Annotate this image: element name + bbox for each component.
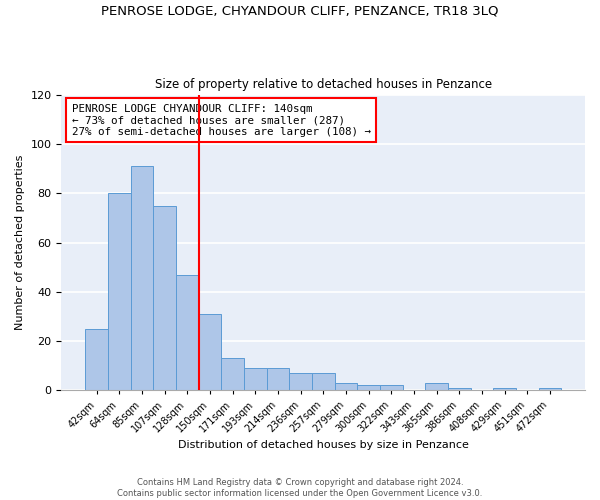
Bar xyxy=(448,388,470,390)
Bar xyxy=(176,274,199,390)
Text: Contains HM Land Registry data © Crown copyright and database right 2024.
Contai: Contains HM Land Registry data © Crown c… xyxy=(118,478,482,498)
Bar xyxy=(335,383,357,390)
Title: Size of property relative to detached houses in Penzance: Size of property relative to detached ho… xyxy=(155,78,492,91)
Bar xyxy=(357,386,380,390)
Text: PENROSE LODGE, CHYANDOUR CLIFF, PENZANCE, TR18 3LQ: PENROSE LODGE, CHYANDOUR CLIFF, PENZANCE… xyxy=(101,5,499,18)
Bar xyxy=(266,368,289,390)
Bar xyxy=(539,388,561,390)
Bar xyxy=(425,383,448,390)
Bar xyxy=(312,373,335,390)
Bar xyxy=(289,373,312,390)
Bar xyxy=(131,166,153,390)
X-axis label: Distribution of detached houses by size in Penzance: Distribution of detached houses by size … xyxy=(178,440,469,450)
Y-axis label: Number of detached properties: Number of detached properties xyxy=(15,155,25,330)
Bar xyxy=(493,388,516,390)
Bar xyxy=(108,194,131,390)
Bar xyxy=(85,329,108,390)
Bar xyxy=(153,206,176,390)
Bar xyxy=(244,368,266,390)
Text: PENROSE LODGE CHYANDOUR CLIFF: 140sqm
← 73% of detached houses are smaller (287): PENROSE LODGE CHYANDOUR CLIFF: 140sqm ← … xyxy=(72,104,371,137)
Bar xyxy=(199,314,221,390)
Bar xyxy=(380,386,403,390)
Bar xyxy=(221,358,244,390)
